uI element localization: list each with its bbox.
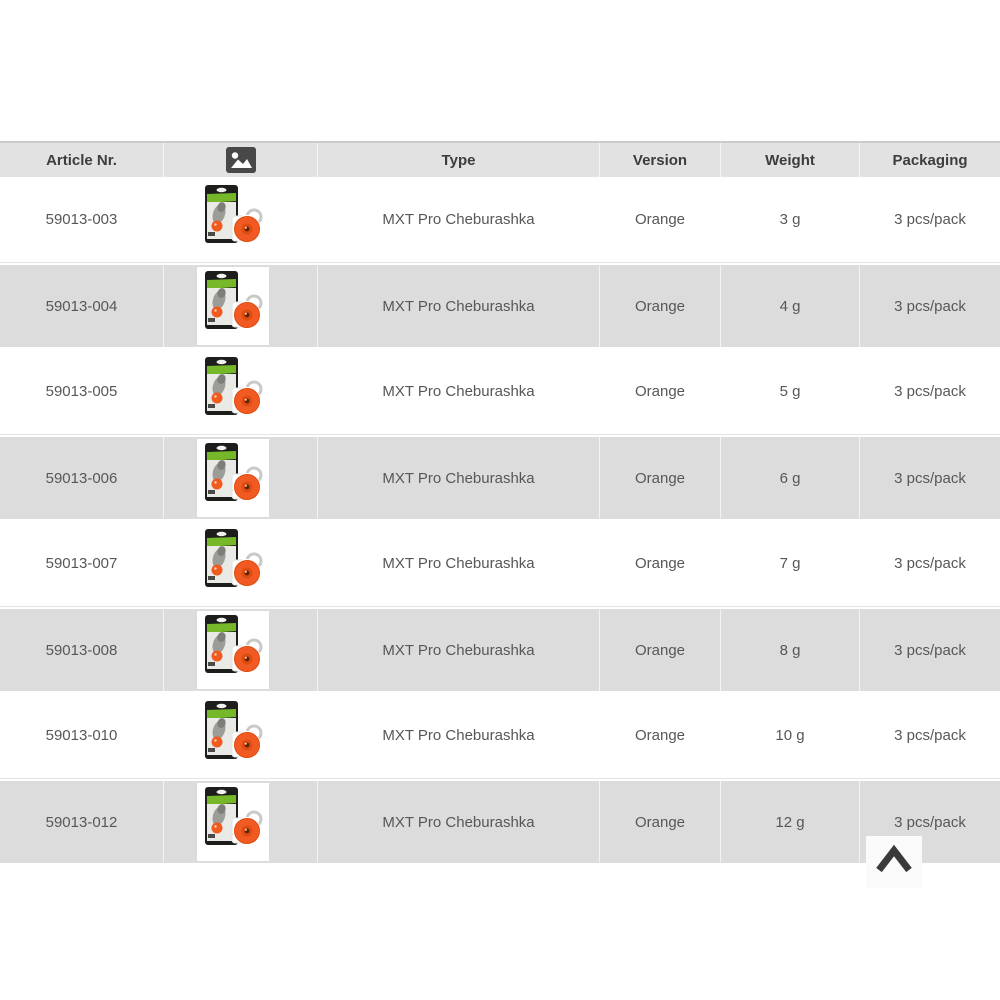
product-photo[interactable]	[196, 439, 269, 517]
product-type: MXT Pro Cheburashka	[317, 349, 599, 434]
product-version: Orange	[599, 521, 720, 606]
article-number: 59013-005	[45, 383, 118, 400]
product-version: Orange	[599, 349, 720, 434]
product-photo-art	[196, 696, 269, 775]
product-image-cell	[163, 781, 317, 863]
product-photo[interactable]	[196, 524, 269, 603]
product-version: Orange	[599, 265, 720, 347]
product-type: MXT Pro Cheburashka	[317, 521, 599, 606]
product-photo-art	[196, 180, 269, 259]
product-packaging: 3 pcs/pack	[859, 609, 1000, 691]
product-image-cell	[163, 265, 317, 347]
product-version: Orange	[599, 177, 720, 262]
product-image-cell	[163, 437, 317, 519]
column-header-packaging: Packaging	[859, 143, 1000, 177]
product-packaging: 3 pcs/pack	[859, 177, 1000, 262]
article-number: 59013-004	[45, 297, 118, 315]
product-photo-art	[196, 524, 269, 603]
product-version: Orange	[599, 781, 720, 863]
product-photo-art	[196, 439, 269, 517]
column-header-article: Article Nr.	[46, 151, 117, 169]
product-weight: 12 g	[720, 781, 859, 863]
table-header-row: Article Nr. Type Version Weight Packagin…	[0, 141, 1000, 177]
product-version: Orange	[599, 693, 720, 778]
column-header-type: Type	[317, 143, 599, 177]
product-photo-art	[196, 267, 269, 345]
table-body: 59013-003 MXT Pro Cheburashka Orange	[0, 177, 1000, 865]
product-weight: 8 g	[720, 609, 859, 691]
product-packaging: 3 pcs/pack	[859, 265, 1000, 347]
product-type: MXT Pro Cheburashka	[317, 781, 599, 863]
product-photo-art	[196, 611, 269, 689]
product-table: Article Nr. Type Version Weight Packagin…	[0, 141, 1000, 865]
product-weight: 10 g	[720, 693, 859, 778]
product-photo[interactable]	[196, 611, 269, 689]
product-image-cell	[163, 177, 317, 262]
product-weight: 7 g	[720, 521, 859, 606]
product-photo[interactable]	[196, 180, 269, 259]
table-row: 59013-003 MXT Pro Cheburashka Orange	[0, 177, 1000, 263]
product-version: Orange	[599, 609, 720, 691]
product-packaging: 3 pcs/pack	[859, 781, 1000, 863]
product-photo[interactable]	[196, 352, 269, 431]
product-packaging: 3 pcs/pack	[859, 349, 1000, 434]
product-photo[interactable]	[196, 783, 269, 861]
column-header-version: Version	[599, 143, 720, 177]
product-image-cell	[163, 521, 317, 606]
article-number: 59013-003	[45, 211, 118, 228]
scroll-to-top-button[interactable]	[866, 836, 922, 888]
product-type: MXT Pro Cheburashka	[317, 265, 599, 347]
article-number: 59013-007	[45, 555, 118, 572]
product-type: MXT Pro Cheburashka	[317, 609, 599, 691]
product-weight: 6 g	[720, 437, 859, 519]
chevron-up-icon	[876, 844, 912, 873]
product-weight: 5 g	[720, 349, 859, 434]
product-version: Orange	[599, 437, 720, 519]
article-number: 59013-012	[45, 813, 118, 831]
table-row: 59013-012 MXT Pro Cheburashka Orange	[0, 779, 1000, 865]
product-photo[interactable]	[196, 267, 269, 345]
table-row: 59013-008 MXT Pro Cheburashka Orange	[0, 607, 1000, 693]
column-header-weight: Weight	[720, 143, 859, 177]
product-type: MXT Pro Cheburashka	[317, 177, 599, 262]
product-image-cell	[163, 349, 317, 434]
article-number: 59013-008	[45, 641, 118, 659]
table-row: 59013-004 MXT Pro Cheburashka Orange	[0, 263, 1000, 349]
product-packaging: 3 pcs/pack	[859, 521, 1000, 606]
product-photo[interactable]	[196, 696, 269, 775]
table-row: 59013-005 MXT Pro Cheburashka Orange	[0, 349, 1000, 435]
product-type: MXT Pro Cheburashka	[317, 693, 599, 778]
product-packaging: 3 pcs/pack	[859, 437, 1000, 519]
product-photo-art	[196, 783, 269, 861]
product-image-cell	[163, 693, 317, 778]
article-number: 59013-006	[45, 469, 118, 487]
product-photo-art	[196, 352, 269, 431]
column-header-image	[163, 143, 317, 177]
table-row: 59013-007 MXT Pro Cheburashka Orange	[0, 521, 1000, 607]
article-number: 59013-010	[45, 727, 118, 744]
product-packaging: 3 pcs/pack	[859, 693, 1000, 778]
product-weight: 4 g	[720, 265, 859, 347]
table-row: 59013-006 MXT Pro Cheburashka Orange	[0, 435, 1000, 521]
product-weight: 3 g	[720, 177, 859, 262]
product-type: MXT Pro Cheburashka	[317, 437, 599, 519]
table-row: 59013-010 MXT Pro Cheburashka Orange	[0, 693, 1000, 779]
image-icon	[225, 147, 256, 173]
product-image-cell	[163, 609, 317, 691]
